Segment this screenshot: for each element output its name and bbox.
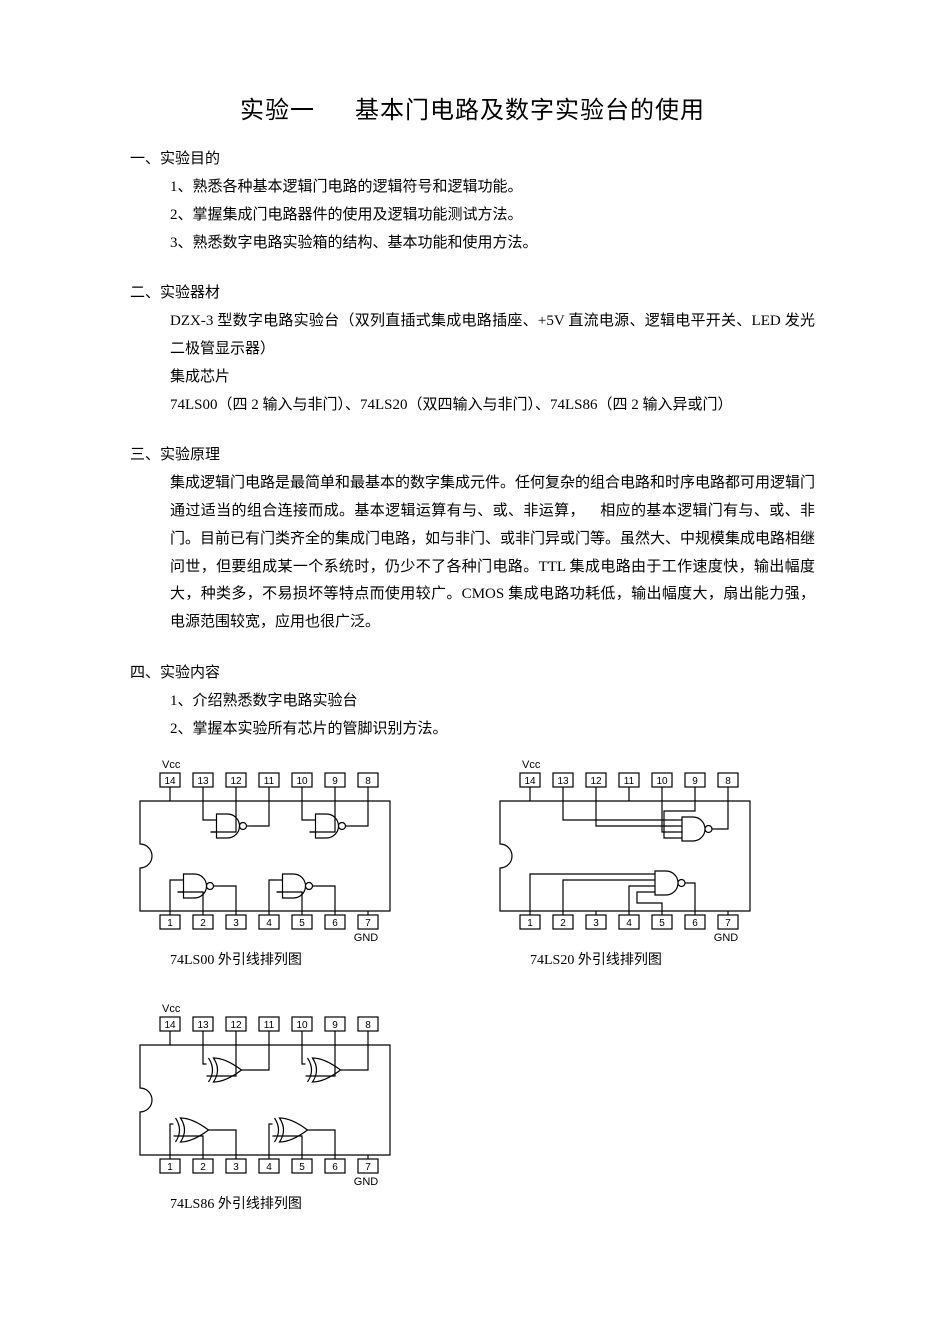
- svg-text:1: 1: [167, 918, 173, 929]
- s4-item2: 2、掌握本实验所有芯片的管脚识别方法。: [170, 716, 815, 744]
- page-title: 实验一 基本门电路及数字实验台的使用: [130, 90, 815, 125]
- svg-text:6: 6: [332, 1162, 338, 1173]
- s2-line1: DZX-3 型数字电路实验台（双列直插式集成电路插座、+5V 直流电源、逻辑电平…: [170, 308, 815, 364]
- svg-text:6: 6: [692, 918, 698, 929]
- s1-item3: 3、熟悉数字电路实验箱的结构、基本功能和使用方法。: [170, 230, 815, 258]
- svg-text:5: 5: [299, 918, 305, 929]
- s2-line2: 集成芯片: [170, 364, 815, 392]
- diagram-row-1: Vcc1413121110981234567GND 74LS00 外引线排列图 …: [130, 753, 815, 969]
- chip-74ls86-svg: Vcc1413121110981234567GND: [130, 997, 400, 1187]
- svg-text:10: 10: [296, 1020, 308, 1031]
- chip-74ls00-svg: Vcc1413121110981234567GND: [130, 753, 400, 943]
- svg-text:2: 2: [200, 1162, 206, 1173]
- svg-text:8: 8: [365, 776, 371, 787]
- svg-text:11: 11: [264, 1020, 275, 1031]
- svg-text:Vcc: Vcc: [162, 1003, 181, 1015]
- section2-heading: 二、实验器材: [130, 281, 815, 302]
- svg-text:6: 6: [332, 918, 338, 929]
- svg-text:9: 9: [332, 776, 338, 787]
- section4-heading: 四、实验内容: [130, 661, 815, 682]
- diagram-row-2: Vcc1413121110981234567GND 74LS86 外引线排列图: [130, 997, 815, 1213]
- svg-text:13: 13: [557, 776, 569, 787]
- svg-text:4: 4: [266, 918, 272, 929]
- s1-item1: 1、熟悉各种基本逻辑门电路的逻辑符号和逻辑功能。: [170, 174, 815, 202]
- svg-text:13: 13: [197, 776, 209, 787]
- svg-text:14: 14: [524, 776, 536, 787]
- svg-text:5: 5: [299, 1162, 305, 1173]
- svg-text:12: 12: [230, 1020, 242, 1031]
- svg-text:4: 4: [626, 918, 632, 929]
- svg-text:12: 12: [230, 776, 242, 787]
- svg-text:7: 7: [365, 918, 371, 929]
- caption-74ls86: 74LS86 外引线排列图: [170, 1193, 302, 1213]
- caption-74ls20: 74LS20 外引线排列图: [530, 949, 662, 969]
- section3-heading: 三、实验原理: [130, 443, 815, 464]
- svg-text:9: 9: [692, 776, 698, 787]
- svg-text:4: 4: [266, 1162, 272, 1173]
- svg-text:3: 3: [593, 918, 599, 929]
- svg-text:14: 14: [164, 1020, 176, 1031]
- svg-text:Vcc: Vcc: [522, 759, 541, 771]
- svg-text:8: 8: [725, 776, 731, 787]
- s2-line3: 74LS00（四 2 输入与非门）、74LS20（双四输入与非门）、74LS86…: [170, 392, 815, 420]
- s4-item1: 1、介绍熟悉数字电路实验台: [170, 688, 815, 716]
- svg-text:11: 11: [264, 776, 275, 787]
- svg-text:13: 13: [197, 1020, 209, 1031]
- svg-text:8: 8: [365, 1020, 371, 1031]
- svg-text:2: 2: [200, 918, 206, 929]
- svg-text:3: 3: [233, 918, 239, 929]
- svg-text:GND: GND: [714, 932, 739, 943]
- svg-text:12: 12: [590, 776, 602, 787]
- page: 实验一 基本门电路及数字实验台的使用 一、实验目的 1、熟悉各种基本逻辑门电路的逻…: [0, 0, 945, 1337]
- svg-text:5: 5: [659, 918, 665, 929]
- svg-text:14: 14: [164, 776, 176, 787]
- svg-text:10: 10: [656, 776, 668, 787]
- svg-text:7: 7: [725, 918, 731, 929]
- chip-74ls20: Vcc1413121110981234567GND 74LS20 外引线排列图: [490, 753, 760, 969]
- chip-74ls86: Vcc1413121110981234567GND 74LS86 外引线排列图: [130, 997, 400, 1213]
- s3-para: 集成逻辑门电路是最简单和最基本的数字集成元件。任何复杂的组合电路和时序电路都可用…: [170, 470, 815, 637]
- svg-text:10: 10: [296, 776, 308, 787]
- svg-text:Vcc: Vcc: [162, 759, 181, 771]
- section1-heading: 一、实验目的: [130, 147, 815, 168]
- svg-text:2: 2: [560, 918, 566, 929]
- svg-text:1: 1: [527, 918, 533, 929]
- svg-text:GND: GND: [354, 1176, 379, 1187]
- svg-text:3: 3: [233, 1162, 239, 1173]
- svg-text:9: 9: [332, 1020, 338, 1031]
- s1-item2: 2、掌握集成门电路器件的使用及逻辑功能测试方法。: [170, 202, 815, 230]
- title-left: 实验一: [240, 98, 315, 124]
- chip-74ls20-svg: Vcc1413121110981234567GND: [490, 753, 760, 943]
- caption-74ls00: 74LS00 外引线排列图: [170, 949, 302, 969]
- chip-74ls00: Vcc1413121110981234567GND 74LS00 外引线排列图: [130, 753, 400, 969]
- svg-text:1: 1: [167, 1162, 173, 1173]
- svg-text:GND: GND: [354, 932, 379, 943]
- title-right: 基本门电路及数字实验台的使用: [355, 98, 705, 124]
- svg-text:11: 11: [624, 776, 635, 787]
- svg-text:7: 7: [365, 1162, 371, 1173]
